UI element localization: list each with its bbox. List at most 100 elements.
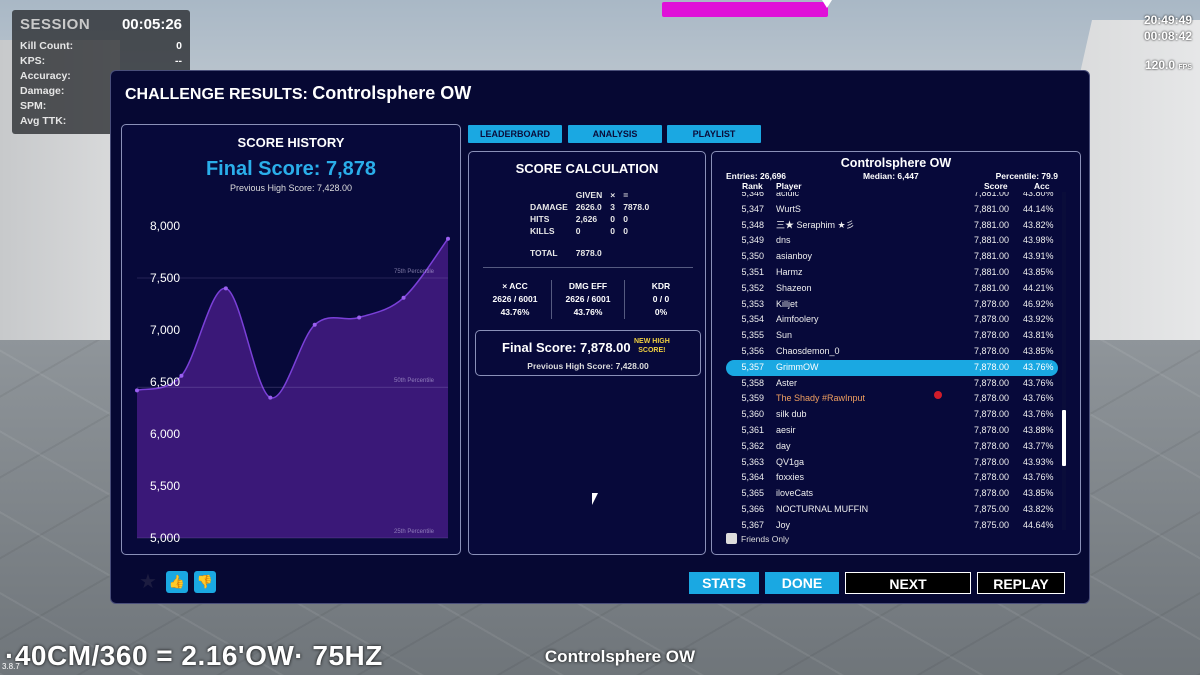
calc-cell: 2626.0 bbox=[575, 202, 602, 212]
leaderboard-row[interactable]: 5,365 iloveCats 7,878.00 43.85% bbox=[726, 486, 1058, 502]
row-score: 7,881.00 bbox=[974, 219, 1010, 230]
leaderboard-row[interactable]: 5,360 silk dub 7,878.00 43.76% bbox=[726, 407, 1058, 423]
star-icon[interactable]: ★ bbox=[139, 571, 157, 593]
calc-header-cell: GIVEN bbox=[575, 190, 603, 200]
clock-time: 20:49:49 bbox=[1143, 13, 1192, 27]
calc-cell bbox=[620, 238, 652, 246]
progress-marker bbox=[822, 0, 832, 8]
leaderboard-meta: Entries: 26,696 Median: 6,447 Percentile… bbox=[726, 171, 1058, 181]
score-history-chart: 75th Percentile 50th Percentile 25th Perce… bbox=[135, 219, 450, 545]
leaderboard-row[interactable]: 5,355 Sun 7,878.00 43.81% bbox=[726, 328, 1058, 344]
row-player: GrimmOW bbox=[776, 361, 819, 372]
leaderboard-row[interactable]: 5,351 Harmz 7,881.00 43.85% bbox=[726, 265, 1058, 281]
leaderboard-row[interactable]: 5,352 Shazeon 7,881.00 44.21% bbox=[726, 281, 1058, 297]
calc-stat-value: 2626 / 6001 bbox=[492, 294, 538, 304]
row-player: Joy bbox=[776, 519, 791, 530]
calc-stat-label: × ACC bbox=[502, 281, 528, 291]
leaderboard-row[interactable]: 5,364 foxxies 7,878.00 43.76% bbox=[726, 470, 1058, 486]
tab-leaderboard[interactable]: LEADERBOARD bbox=[468, 125, 562, 143]
leaderboard-row[interactable]: 5,359 The Shady #RawInput 7,878.00 43.76% bbox=[726, 391, 1058, 407]
session-stat-row: Kill Count: 0 bbox=[20, 39, 182, 54]
row-player: Killjet bbox=[776, 298, 798, 309]
leaderboard-row[interactable]: 5,362 day 7,878.00 43.77% bbox=[726, 439, 1058, 455]
thumbs-up-icon[interactable]: 👍 bbox=[166, 571, 188, 593]
score-calculation-panel: SCORE CALCULATION GIVEN × = DAMAGE 2626.0… bbox=[468, 151, 706, 555]
leaderboard-entries: Entries: 26,696 bbox=[726, 171, 787, 181]
calc-cell bbox=[620, 248, 652, 258]
calc-stat-label: KDR bbox=[651, 281, 671, 291]
row-acc: 43.76% bbox=[1023, 393, 1054, 404]
sensitivity-overlay: ·40CM/360 = 2.16'OW· 75HZ bbox=[5, 640, 383, 671]
calc-cell: HITS bbox=[530, 214, 550, 224]
row-score: 7,881.00 bbox=[974, 282, 1010, 293]
calc-row: DAMAGE 2626.0 3 7878.0 bbox=[527, 202, 652, 212]
row-rank: 5,350 bbox=[741, 251, 764, 262]
calc-stat-pct: 43.76% bbox=[573, 307, 603, 317]
row-player: foxxies bbox=[776, 472, 805, 483]
leaderboard-row[interactable]: 5,366 NOCTURNAL MUFFIN 7,875.00 43.82% bbox=[726, 502, 1058, 518]
row-rank: 5,355 bbox=[741, 330, 764, 341]
scenario-name-overlay: Controlsphere OW bbox=[544, 647, 696, 666]
row-score: 7,878.00 bbox=[974, 346, 1010, 356]
row-score: 7,878.00 bbox=[974, 440, 1010, 451]
row-score: 7,878.00 bbox=[974, 361, 1010, 372]
leaderboard-row[interactable]: 5,367 Joy 7,875.00 44.64% bbox=[726, 518, 1058, 530]
calc-cell: DAMAGE bbox=[530, 202, 568, 212]
scrollbar-thumb[interactable] bbox=[1062, 410, 1066, 466]
replay-button[interactable]: REPLAY bbox=[977, 572, 1065, 594]
session-time: 00:05:26 bbox=[121, 16, 182, 33]
friends-only-checkbox[interactable] bbox=[726, 533, 737, 544]
row-rank: 5,367 bbox=[741, 519, 764, 530]
thumbs-down-icon[interactable]: 👎 bbox=[194, 571, 216, 593]
percentile-label: 75th Percentile bbox=[394, 269, 435, 275]
calc-cell: 2,626 bbox=[575, 214, 598, 224]
row-player: Aimfoolery bbox=[776, 314, 819, 325]
row-player: dns bbox=[776, 235, 791, 246]
score-point bbox=[268, 395, 273, 400]
tab-analysis[interactable]: ANALYSIS bbox=[568, 125, 662, 143]
leaderboard-row[interactable]: 5,357 GrimmOW 7,878.00 43.76% bbox=[726, 359, 1058, 376]
session-stat-label: SPM: bbox=[20, 100, 47, 112]
row-score: 7,878.00 bbox=[974, 330, 1010, 341]
row-player: QV1ga bbox=[776, 456, 805, 467]
percentile-label: 25th Percentile bbox=[394, 529, 435, 535]
leaderboard-row[interactable]: 5,356 Chaosdemon_0 7,878.00 43.85% bbox=[726, 344, 1058, 360]
row-player: Shazeon bbox=[776, 282, 812, 293]
leaderboard-row[interactable]: 5,361 aesir 7,878.00 43.88% bbox=[726, 423, 1058, 439]
row-rank: 5,351 bbox=[741, 267, 764, 277]
leaderboard-scrollbar[interactable] bbox=[1062, 192, 1066, 530]
row-acc: 43.80% bbox=[1023, 192, 1054, 198]
row-acc: 44.14% bbox=[1023, 203, 1054, 214]
done-button[interactable]: DONE bbox=[765, 572, 839, 594]
calc-cell bbox=[607, 238, 618, 246]
calc-cell bbox=[573, 238, 605, 246]
row-rank: 5,349 bbox=[741, 235, 764, 246]
calc-cell: KILLS bbox=[530, 226, 555, 236]
leaderboard-row[interactable]: 5,347 WurtS 7,881.00 44.14% bbox=[726, 202, 1058, 218]
row-player: NOCTURNAL MUFFIN bbox=[776, 504, 869, 514]
tab-playlist[interactable]: PLAYLIST bbox=[667, 125, 761, 143]
leaderboard-row[interactable]: 5,363 QV1ga 7,878.00 43.93% bbox=[726, 455, 1058, 471]
leaderboard-row[interactable]: 5,354 Aimfoolery 7,878.00 43.92% bbox=[726, 312, 1058, 328]
leaderboard-row[interactable]: 5,358 Aster 7,878.00 43.76% bbox=[726, 376, 1058, 392]
calc-stat-pct: 0% bbox=[654, 307, 668, 317]
row-player: Sun bbox=[776, 330, 793, 341]
leaderboard-row[interactable]: 5,349 dns 7,881.00 43.98% bbox=[726, 233, 1058, 249]
leaderboard-row[interactable]: 5,346 acidic 7,881.00 43.80% bbox=[726, 192, 1058, 202]
row-player: acidic bbox=[776, 192, 800, 198]
leaderboard-row[interactable]: 5,348 三★ Seraphim ★彡 7,881.00 43.82% bbox=[726, 218, 1058, 234]
friends-only-toggle[interactable]: Friends Only bbox=[726, 533, 789, 544]
stats-button[interactable]: STATS bbox=[689, 572, 759, 594]
row-acc: 44.21% bbox=[1023, 282, 1054, 293]
modal-title-prefix: CHALLENGE RESULTS: bbox=[125, 86, 308, 103]
next-button[interactable]: NEXT bbox=[845, 572, 971, 594]
leaderboard-list[interactable]: 5,346 acidic 7,881.00 43.80% 5,347 WurtS 7,881… bbox=[726, 192, 1058, 530]
leaderboard-row[interactable]: 5,353 Killjet 7,878.00 46.92% bbox=[726, 297, 1058, 313]
leaderboard-row[interactable]: 5,350 asianboy 7,881.00 43.91% bbox=[726, 249, 1058, 265]
calc-cell: 0 bbox=[623, 214, 628, 224]
row-acc: 43.77% bbox=[1023, 440, 1054, 451]
y-tick-label: 5,000 bbox=[150, 531, 180, 545]
history-final-score: Final Score: 7,878 bbox=[205, 158, 377, 180]
session-stat-row: Avg TTK: bbox=[20, 114, 182, 129]
row-rank: 5,353 bbox=[741, 298, 764, 309]
